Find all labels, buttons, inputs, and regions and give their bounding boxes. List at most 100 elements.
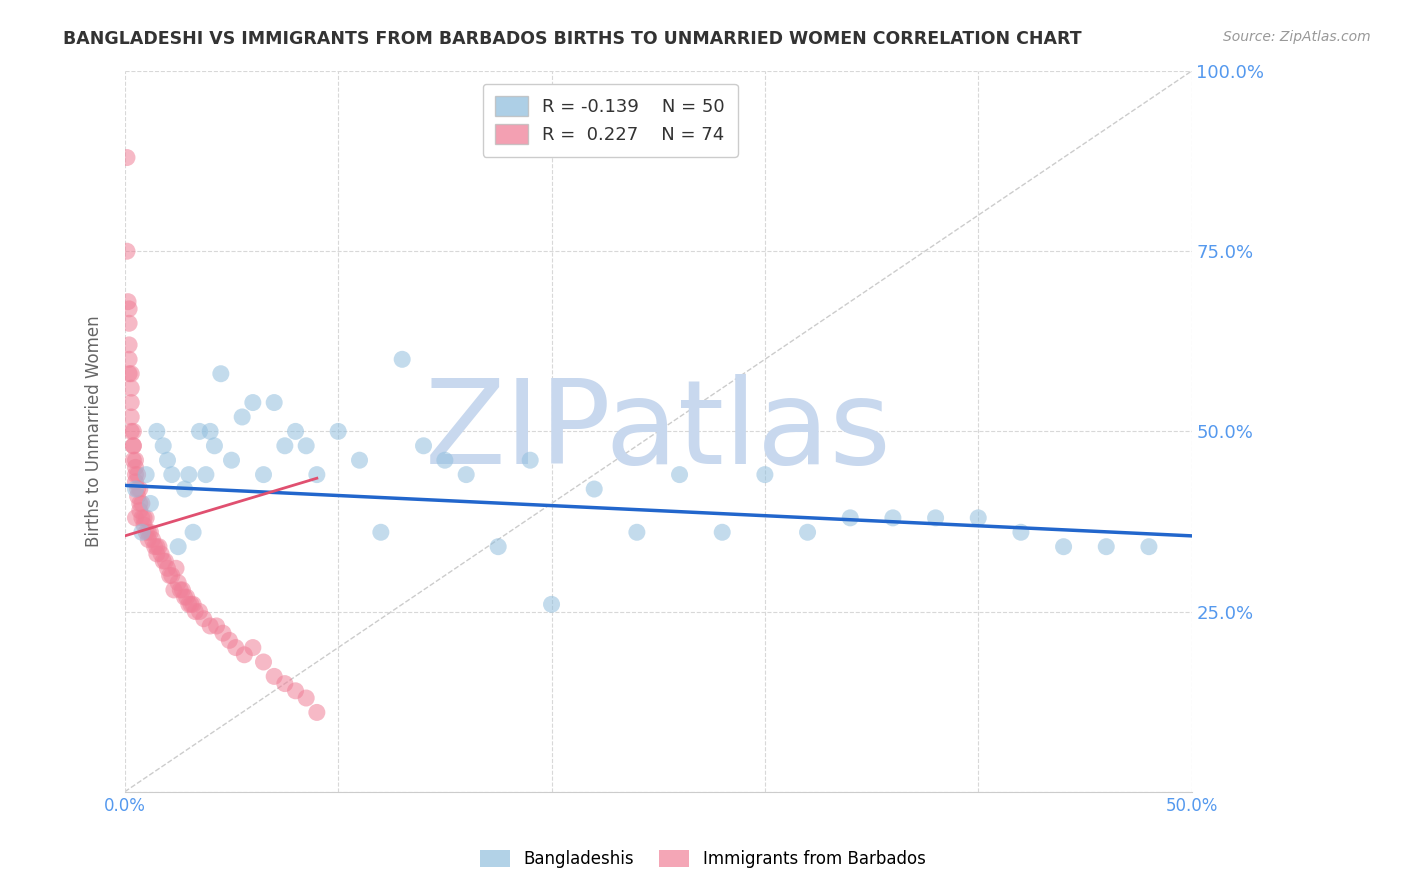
Point: [1095, 540, 1118, 554]
Point: [263, 395, 285, 409]
Point: [118, 301, 141, 316]
Point: [117, 294, 139, 309]
Point: [274, 676, 297, 690]
Point: [124, 511, 146, 525]
Point: [486, 540, 509, 554]
Point: [124, 460, 146, 475]
Point: [131, 525, 153, 540]
Point: [156, 561, 179, 575]
Point: [167, 540, 190, 554]
Point: [165, 561, 187, 575]
Point: [163, 582, 186, 597]
Point: [139, 525, 162, 540]
Point: [668, 467, 690, 482]
Point: [173, 590, 195, 604]
Point: [128, 482, 150, 496]
Point: [1010, 525, 1032, 540]
Point: [194, 467, 217, 482]
Y-axis label: Births to Unmarried Women: Births to Unmarried Women: [86, 316, 103, 547]
Point: [349, 453, 371, 467]
Point: [233, 648, 256, 662]
Point: [127, 467, 149, 482]
Point: [433, 453, 456, 467]
Point: [181, 525, 204, 540]
Point: [120, 381, 142, 395]
Point: [176, 590, 198, 604]
Point: [143, 540, 166, 554]
Point: [160, 568, 183, 582]
Point: [1137, 540, 1160, 554]
Point: [218, 633, 240, 648]
Point: [131, 511, 153, 525]
Point: [205, 619, 228, 633]
Point: [122, 425, 145, 439]
Point: [209, 367, 232, 381]
Point: [370, 525, 392, 540]
Point: [519, 453, 541, 467]
Point: [142, 533, 165, 547]
Point: [274, 439, 297, 453]
Point: [252, 655, 274, 669]
Point: [305, 467, 328, 482]
Point: [242, 395, 264, 409]
Point: [754, 467, 776, 482]
Point: [122, 439, 145, 453]
Point: [188, 605, 211, 619]
Point: [173, 482, 195, 496]
Text: Source: ZipAtlas.com: Source: ZipAtlas.com: [1223, 30, 1371, 45]
Point: [135, 511, 157, 525]
Text: ZIPatlas: ZIPatlas: [425, 374, 891, 489]
Point: [242, 640, 264, 655]
Point: [626, 525, 648, 540]
Point: [127, 482, 149, 496]
Point: [146, 425, 169, 439]
Point: [328, 425, 350, 439]
Point: [212, 626, 235, 640]
Point: [169, 582, 191, 597]
Point: [221, 453, 243, 467]
Point: [120, 367, 142, 381]
Point: [456, 467, 478, 482]
Point: [184, 605, 207, 619]
Point: [118, 316, 141, 330]
Point: [295, 439, 318, 453]
Point: [177, 467, 200, 482]
Point: [118, 352, 141, 367]
Point: [127, 489, 149, 503]
Point: [148, 540, 170, 554]
Point: [204, 439, 226, 453]
Point: [284, 683, 307, 698]
Point: [167, 575, 190, 590]
Point: [122, 439, 145, 453]
Point: [540, 598, 562, 612]
Point: [796, 525, 818, 540]
Point: [146, 547, 169, 561]
Point: [172, 582, 194, 597]
Point: [711, 525, 734, 540]
Point: [305, 706, 328, 720]
Point: [115, 151, 138, 165]
Point: [193, 612, 215, 626]
Point: [120, 395, 142, 409]
Point: [1052, 540, 1074, 554]
Point: [160, 467, 183, 482]
Point: [150, 547, 173, 561]
Point: [152, 439, 174, 453]
Point: [284, 425, 307, 439]
Point: [252, 467, 274, 482]
Point: [124, 475, 146, 489]
Point: [159, 568, 181, 582]
Text: BANGLADESHI VS IMMIGRANTS FROM BARBADOS BIRTHS TO UNMARRIED WOMEN CORRELATION CH: BANGLADESHI VS IMMIGRANTS FROM BARBADOS …: [63, 30, 1081, 48]
Point: [583, 482, 606, 496]
Point: [120, 425, 142, 439]
Point: [391, 352, 413, 367]
Point: [120, 409, 142, 424]
Point: [882, 511, 904, 525]
Point: [188, 425, 211, 439]
Point: [136, 533, 159, 547]
Point: [124, 467, 146, 482]
Point: [118, 338, 141, 352]
Point: [122, 453, 145, 467]
Point: [155, 554, 177, 568]
Point: [124, 453, 146, 467]
